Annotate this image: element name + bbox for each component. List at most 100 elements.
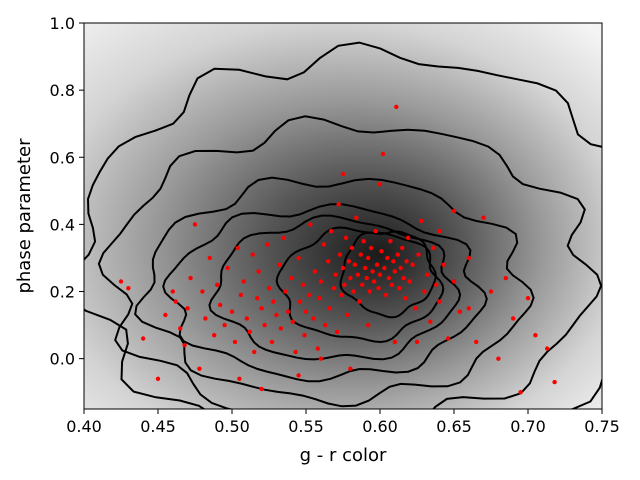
scatter-point bbox=[222, 322, 227, 328]
scatter-point bbox=[290, 319, 295, 324]
scatter-point bbox=[315, 346, 320, 351]
scatter-point bbox=[376, 286, 381, 291]
scatter-point bbox=[503, 275, 508, 281]
scatter-point bbox=[419, 218, 424, 224]
scatter-point bbox=[400, 245, 405, 251]
scatter-point bbox=[368, 245, 374, 251]
scatter-point bbox=[331, 286, 337, 291]
scatter-point bbox=[212, 333, 217, 338]
scatter-point bbox=[425, 272, 430, 277]
scatter-point bbox=[481, 215, 486, 220]
scatter-point bbox=[488, 289, 494, 294]
scatter-point bbox=[207, 255, 212, 261]
scatter-point bbox=[392, 269, 397, 274]
scatter-point bbox=[342, 282, 347, 287]
scatter-point bbox=[297, 299, 303, 304]
scatter-point bbox=[357, 299, 362, 304]
scatter-point bbox=[437, 299, 442, 304]
scatter-point bbox=[355, 272, 360, 277]
scatter-point bbox=[192, 222, 198, 227]
scatter-point bbox=[269, 339, 275, 345]
scatter-point bbox=[358, 252, 363, 257]
scatter-point bbox=[496, 356, 501, 361]
scatter-point bbox=[545, 346, 550, 351]
scatter-point bbox=[370, 269, 375, 274]
y-tick-label: 0.2 bbox=[50, 283, 75, 302]
scatter-point bbox=[308, 222, 313, 227]
scatter-point bbox=[265, 242, 270, 247]
scatter-point bbox=[397, 286, 402, 291]
scatter-point bbox=[345, 312, 350, 318]
scatter-point bbox=[317, 296, 322, 301]
scatter-point bbox=[474, 339, 479, 345]
scatter-point bbox=[281, 235, 286, 240]
scatter-point bbox=[343, 235, 349, 240]
scatter-point bbox=[428, 319, 433, 324]
contour-line bbox=[339, 230, 437, 319]
scatter-point bbox=[218, 302, 223, 308]
scatter-point bbox=[394, 104, 399, 110]
scatter-point bbox=[392, 339, 397, 345]
scatter-point bbox=[339, 292, 344, 298]
scatter-point bbox=[266, 286, 272, 291]
scatter-point bbox=[371, 279, 377, 284]
scatter-point bbox=[389, 282, 394, 287]
scatter-point bbox=[364, 275, 369, 281]
scatter-point bbox=[422, 289, 427, 294]
scatter-point bbox=[340, 171, 346, 177]
contour-line bbox=[162, 203, 488, 383]
scatter-point bbox=[289, 275, 294, 281]
x-tick-label: 0.60 bbox=[362, 417, 398, 436]
scatter-point bbox=[241, 279, 246, 284]
scatter-point bbox=[197, 366, 202, 371]
scatter-point bbox=[407, 279, 412, 284]
scatter-point bbox=[255, 296, 260, 301]
y-tick-label: 1.0 bbox=[50, 14, 75, 33]
scatter-point bbox=[466, 255, 471, 261]
scatter-point bbox=[466, 306, 471, 311]
scatter-point bbox=[382, 265, 387, 271]
scatter-point bbox=[296, 373, 301, 378]
scatter-point bbox=[329, 228, 334, 234]
scatter-point bbox=[352, 262, 357, 267]
scatter-point bbox=[367, 289, 372, 294]
scatter-point bbox=[374, 262, 380, 267]
contour-line bbox=[97, 115, 602, 409]
scatter-point bbox=[262, 322, 267, 328]
scatter-point bbox=[395, 252, 400, 257]
scatter-point bbox=[391, 259, 396, 264]
x-axis: 0.40 0.45 0.50 0.55 0.60 0.65 0.70 0.75 bbox=[66, 409, 620, 436]
scatter-point bbox=[413, 306, 418, 311]
scatter-point bbox=[518, 390, 523, 395]
y-tick-label: 0.4 bbox=[50, 215, 75, 234]
y-tick-label: 0.6 bbox=[50, 148, 75, 167]
scatter-point bbox=[434, 282, 439, 287]
scatter-point bbox=[360, 282, 365, 287]
scatter-point bbox=[306, 292, 312, 298]
scatter-point bbox=[414, 339, 420, 345]
scatter-point bbox=[244, 316, 249, 321]
x-tick-label: 0.45 bbox=[140, 417, 176, 436]
scatter-point bbox=[398, 265, 403, 271]
scatter-point bbox=[215, 282, 220, 287]
scatter-point bbox=[445, 336, 451, 341]
scatter-point bbox=[235, 245, 241, 251]
scatter-point bbox=[451, 208, 457, 214]
scatter-point bbox=[457, 309, 463, 314]
scatter-point bbox=[237, 376, 242, 381]
plot-frame bbox=[83, 22, 603, 410]
x-tick-label: 0.70 bbox=[510, 417, 546, 436]
scatter-point bbox=[380, 151, 386, 157]
scatter-point bbox=[349, 245, 355, 251]
scatter-point bbox=[388, 239, 393, 244]
scatter-point bbox=[259, 306, 264, 311]
scatter-point bbox=[178, 326, 183, 331]
scatter-point bbox=[252, 349, 257, 355]
x-tick-label: 0.40 bbox=[66, 417, 102, 436]
scatter-point bbox=[300, 282, 306, 287]
scatter-point bbox=[348, 275, 353, 281]
x-tick-label: 0.50 bbox=[214, 417, 250, 436]
contour-line bbox=[275, 226, 445, 344]
scatter-point bbox=[451, 279, 457, 284]
scatter-point bbox=[277, 262, 282, 267]
